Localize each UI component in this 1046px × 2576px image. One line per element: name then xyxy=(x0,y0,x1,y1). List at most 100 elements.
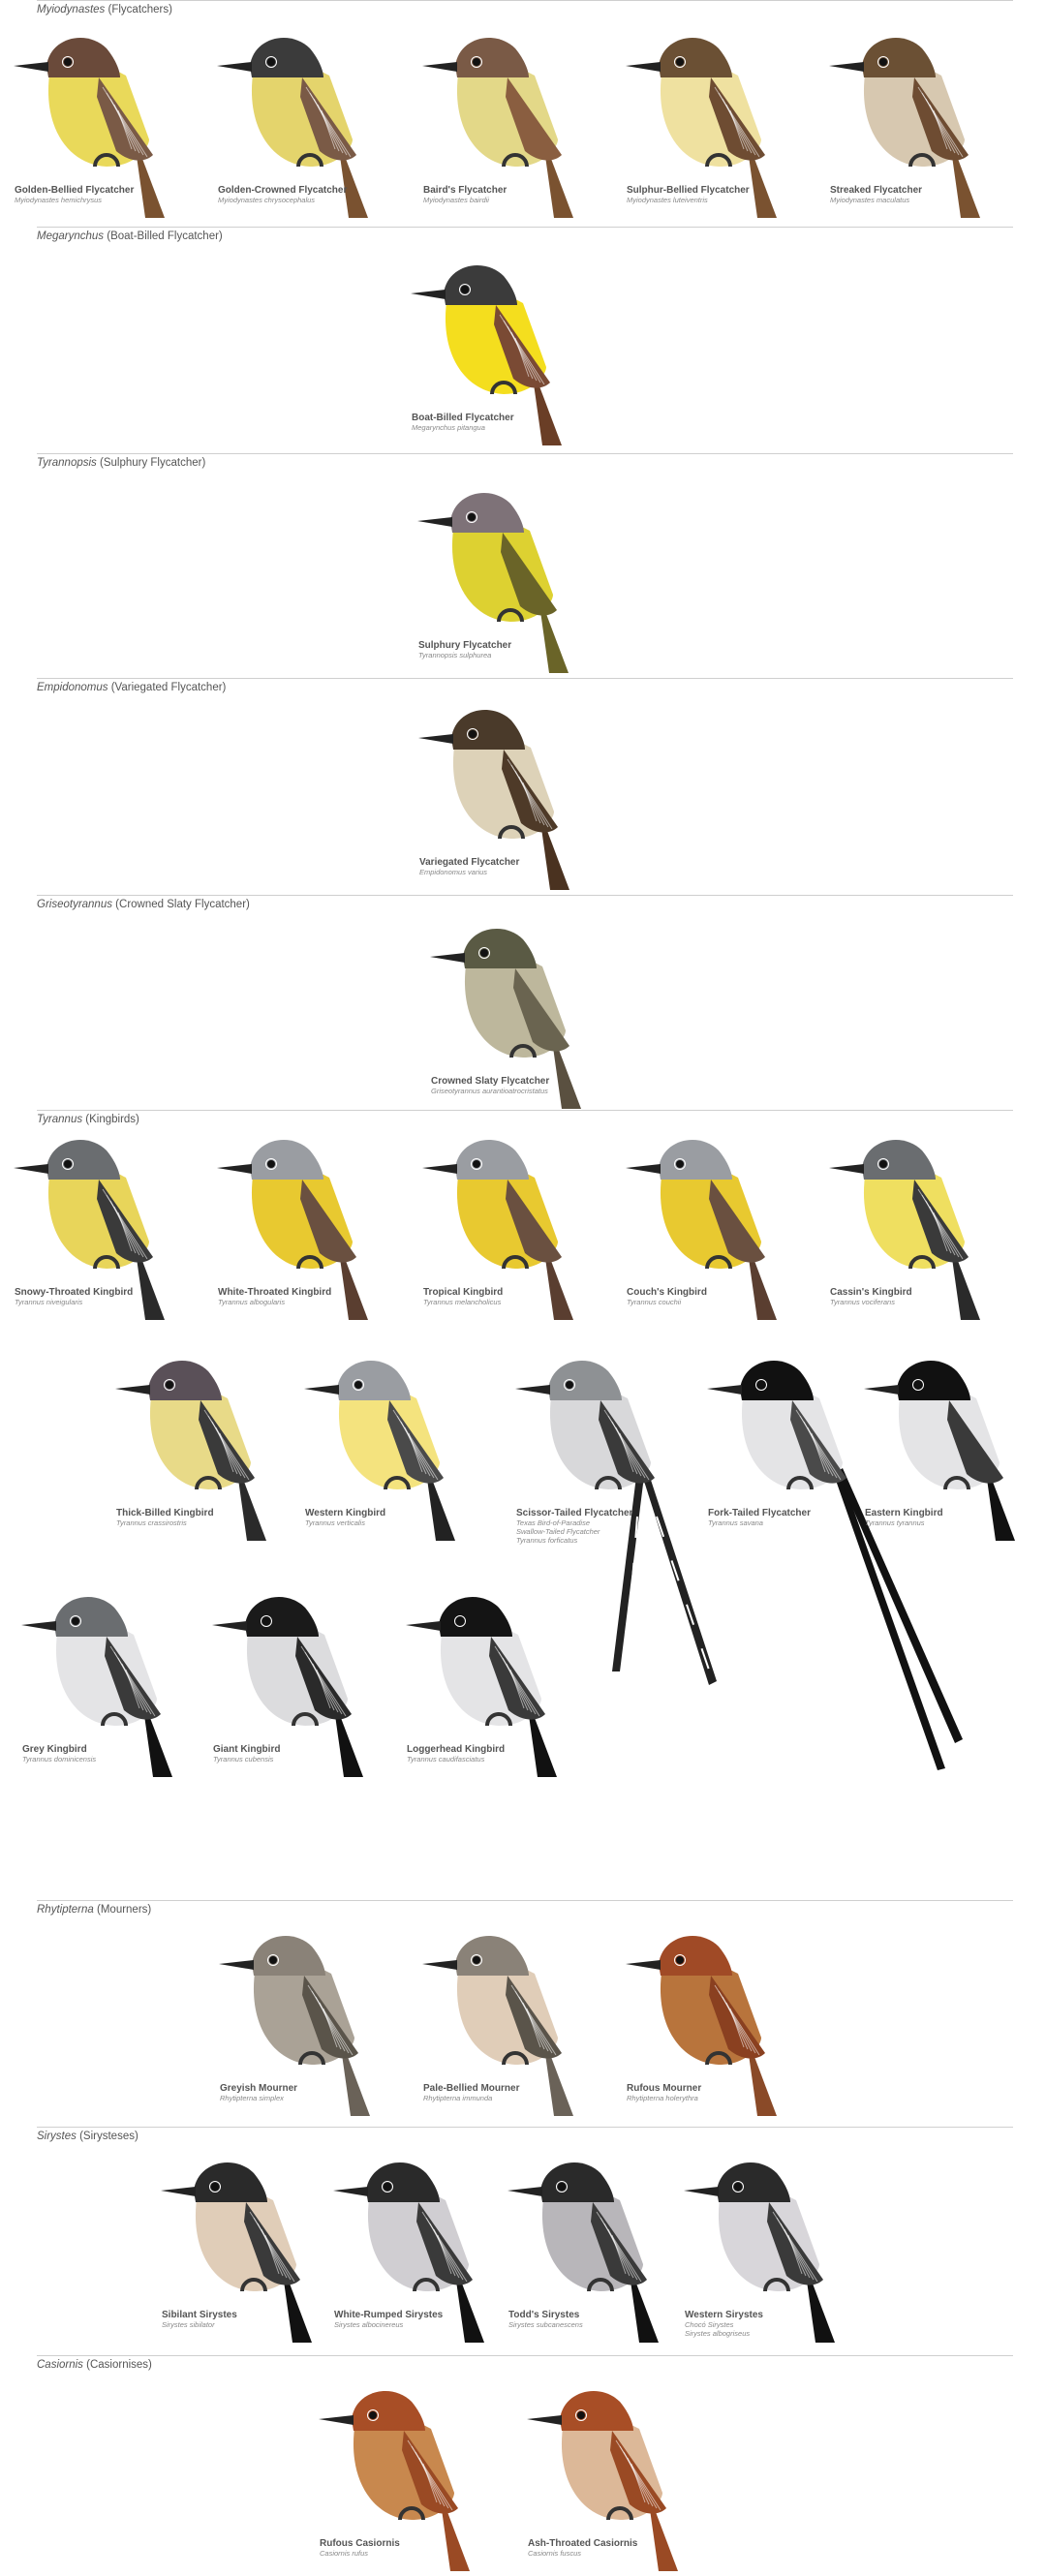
bird-illustration xyxy=(707,1360,963,1770)
bird-illustration xyxy=(217,1139,368,1320)
bird-common-name: Eastern Kingbird xyxy=(865,1508,943,1518)
genus-name: Myiodynastes xyxy=(37,4,106,15)
bird-caption: Crowned Slaty Flycatcher Griseotyrannus a… xyxy=(431,1076,615,1095)
bird-illustration xyxy=(217,37,368,218)
bird-scientific-name: Tyrannus cubensis xyxy=(213,1755,274,1763)
bird-illustration xyxy=(212,1596,363,1777)
bird-illustration xyxy=(422,37,573,218)
bird-illustration xyxy=(515,1360,717,1685)
bird-common-name: Greyish Mourner xyxy=(220,2083,298,2094)
bird-illustration xyxy=(21,1596,172,1777)
bird-caption: Baird's Flycatcher Myiodynastes bairdii xyxy=(423,185,607,204)
bird-common-name: Rufous Mourner xyxy=(627,2083,702,2094)
bird-common-name: Pale-Bellied Mourner xyxy=(423,2083,520,2094)
bird-illustration xyxy=(430,928,581,1109)
bird-scientific-name: Tyrannus albogularis xyxy=(218,1298,286,1306)
genus-common-name: (Mourners) xyxy=(93,1904,152,1916)
bird-scientific-name: Swallow-Tailed Flycatcher xyxy=(516,1527,600,1536)
bird-common-name: Snowy-Throated Kingbird xyxy=(15,1287,134,1298)
bird-caption: Couch's Kingbird Tyrannus couchii xyxy=(627,1287,811,1306)
bird-common-name: Sulphury Flycatcher xyxy=(418,640,512,651)
bird-caption: Loggerhead Kingbird Tyrannus caudifasciat… xyxy=(407,1744,591,1763)
bird-scientific-name: Casiornis rufus xyxy=(320,2549,369,2558)
bird-scientific-name: Sirystes subcanescens xyxy=(508,2320,583,2329)
bird-scientific-name: Tyrannus crassirostris xyxy=(116,1518,187,1527)
section-tyrannus: Tyrannus (Kingbirds) xyxy=(37,1110,1013,1125)
bird-common-name: Thick-Billed Kingbird xyxy=(116,1508,214,1518)
bird-common-name: Variegated Flycatcher xyxy=(419,857,520,868)
bird-scientific-name: Rhytipterna simplex xyxy=(220,2094,284,2102)
section-megarynchus: Megarynchus (Boat-Billed Flycatcher) xyxy=(37,227,1013,242)
bird-illustration xyxy=(411,264,562,445)
bird-caption: Sulphur-Bellied Flycatcher Myiodynastes l… xyxy=(627,185,811,204)
genus-common-name: (Kingbirds) xyxy=(82,1114,139,1125)
section-title: Casiornis (Casiornises) xyxy=(37,2359,152,2371)
bird-scientific-name: Tyrannus couchii xyxy=(627,1298,682,1306)
bird-illustration xyxy=(527,2390,678,2571)
bird-common-name: Western Kingbird xyxy=(305,1508,386,1518)
bird-caption: Pale-Bellied Mourner Rhytipterna immunda xyxy=(423,2083,607,2102)
bird-caption: Cassin's Kingbird Tyrannus vociferans xyxy=(830,1287,1014,1306)
bird-caption: White-Throated Kingbird Tyrannus albogula… xyxy=(218,1287,402,1306)
section-title: Myiodynastes (Flycatchers) xyxy=(37,4,172,15)
bird-scientific-name: Tyrannus dominicensis xyxy=(22,1755,97,1763)
bird-caption: Grey Kingbird Tyrannus dominicensis xyxy=(22,1744,206,1763)
bird-scientific-name: Tyrannus forficatus xyxy=(516,1536,578,1545)
bird-common-name: Grey Kingbird xyxy=(22,1744,87,1755)
bird-caption: Western Sirystes Chocó Sirystes Sirystes a… xyxy=(685,2310,869,2338)
genus-name: Casiornis xyxy=(37,2359,83,2371)
bird-scientific-name: Myiodynastes bairdii xyxy=(423,196,489,204)
bird-scientific-name: Tyrannus tyrannus xyxy=(865,1518,925,1527)
bird-common-name: Todd's Sirystes xyxy=(508,2310,580,2320)
bird-illustration xyxy=(115,1360,266,1541)
bird-scientific-name: Texas Bird-of-Paradise xyxy=(516,1518,591,1527)
bird-illustration xyxy=(422,1935,573,2116)
bird-common-name: Cassin's Kingbird xyxy=(830,1287,912,1298)
bird-scientific-name: Tyrannus melancholicus xyxy=(423,1298,502,1306)
bird-illustration xyxy=(684,2162,835,2343)
genus-name: Tyrannus xyxy=(37,1114,83,1125)
bird-scientific-name: Rhytipterna immunda xyxy=(423,2094,493,2102)
genus-common-name: (Variegated Flycatcher) xyxy=(108,682,227,693)
section-casiornis: Casiornis (Casiornises) xyxy=(37,2355,1013,2371)
bird-caption: Sulphury Flycatcher Tyrannopsis sulphurea xyxy=(418,640,602,659)
bird-illustration xyxy=(626,1935,777,2116)
section-myiodynastes: Myiodynastes (Flycatchers) xyxy=(37,0,1013,15)
bird-scientific-name: Chocó Sirystes xyxy=(685,2320,734,2329)
section-empidonomus: Empidonomus (Variegated Flycatcher) xyxy=(37,678,1013,693)
bird-scientific-name: Sirystes sibilator xyxy=(162,2320,215,2329)
genus-common-name: (Flycatchers) xyxy=(105,4,172,15)
bird-common-name: Baird's Flycatcher xyxy=(423,185,508,196)
bird-caption: Boat-Billed Flycatcher Megarynchus pitang… xyxy=(412,413,596,432)
bird-common-name: White-Rumped Sirystes xyxy=(334,2310,444,2320)
bird-common-name: Golden-Crowned Flycatcher xyxy=(218,185,348,196)
bird-illustration xyxy=(508,2162,659,2343)
bird-illustration xyxy=(406,1596,557,1777)
bird-common-name: Crowned Slaty Flycatcher xyxy=(431,1076,550,1087)
bird-illustration xyxy=(626,37,777,218)
bird-scientific-name: Tyrannus caudifasciatus xyxy=(407,1755,485,1763)
bird-caption: White-Rumped Sirystes Sirystes albocinere… xyxy=(334,2310,518,2329)
bird-common-name: White-Throated Kingbird xyxy=(218,1287,332,1298)
genus-common-name: (Boat-Billed Flycatcher) xyxy=(104,230,223,242)
bird-illustration xyxy=(14,37,165,218)
bird-illustration xyxy=(418,709,569,890)
genus-name: Tyrannopsis xyxy=(37,457,97,469)
bird-illustration xyxy=(829,37,980,218)
section-sirystes: Sirystes (Sirysteses) xyxy=(37,2127,1013,2142)
bird-common-name: Ash-Throated Casiornis xyxy=(528,2538,638,2549)
section-tyrannopsis: Tyrannopsis (Sulphury Flycatcher) xyxy=(37,453,1013,469)
bird-scientific-name: Sirystes albogriseus xyxy=(685,2329,751,2338)
bird-caption: Rufous Mourner Rhytipterna holerythra xyxy=(627,2083,811,2102)
bird-illustration xyxy=(161,2162,312,2343)
bird-caption: Variegated Flycatcher Empidonomus varius xyxy=(419,857,603,876)
bird-caption: Tropical Kingbird Tyrannus melancholicus xyxy=(423,1287,607,1306)
genus-name: Megarynchus xyxy=(37,230,105,242)
bird-scientific-name: Tyrannus verticalis xyxy=(305,1518,365,1527)
bird-caption: Golden-Crowned Flycatcher Myiodynastes ch… xyxy=(218,185,402,204)
bird-caption: Todd's Sirystes Sirystes subcanescens xyxy=(508,2310,692,2329)
bird-caption: Streaked Flycatcher Myiodynastes maculatu… xyxy=(830,185,1014,204)
bird-scientific-name: Tyrannus savana xyxy=(708,1518,763,1527)
bird-illustration xyxy=(864,1360,1015,1541)
bird-common-name: Tropical Kingbird xyxy=(423,1287,504,1298)
